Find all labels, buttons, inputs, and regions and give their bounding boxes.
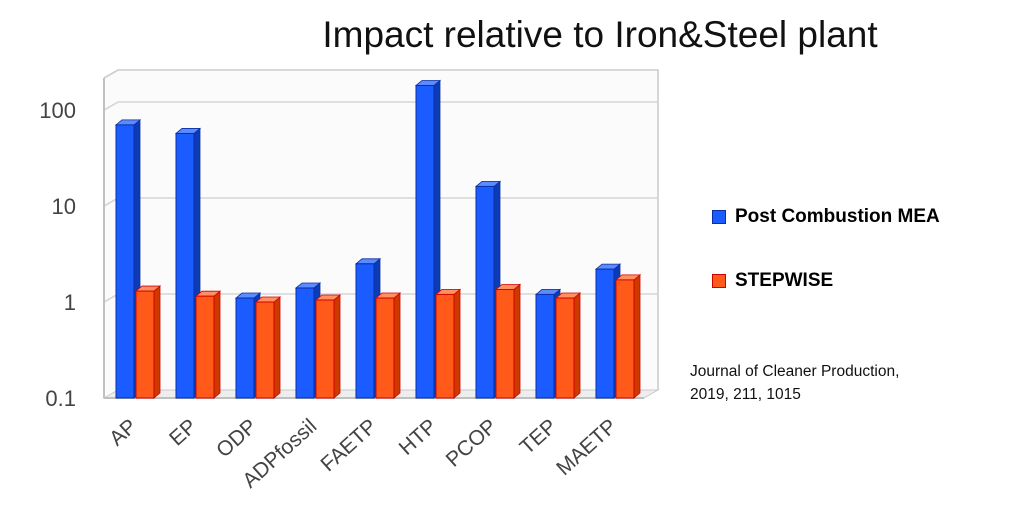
bar-stepwise bbox=[615, 279, 635, 399]
x-tick-label: AP bbox=[105, 415, 141, 451]
bar-mea bbox=[475, 185, 495, 399]
y-tick-label: 10 bbox=[52, 194, 76, 219]
bar-stepwise bbox=[495, 288, 515, 399]
bar-mea bbox=[115, 124, 135, 399]
bar-side-stepwise bbox=[273, 296, 281, 399]
bar-stepwise bbox=[195, 295, 215, 399]
x-tick-label: PCOP bbox=[442, 415, 502, 472]
citation-line-1: Journal of Cleaner Production, bbox=[690, 363, 900, 380]
bar-mea bbox=[235, 297, 255, 399]
bar-mea bbox=[175, 132, 195, 399]
x-tick-label: HTP bbox=[395, 415, 442, 460]
bar-mea bbox=[295, 287, 315, 399]
bar-side-stepwise bbox=[333, 294, 341, 399]
bar-mea bbox=[415, 84, 435, 399]
bar-mea bbox=[535, 293, 555, 399]
legend-item-stepwise: STEPWISE bbox=[712, 270, 833, 292]
y-tick-label: 100 bbox=[39, 98, 76, 123]
bar-side-stepwise bbox=[393, 292, 401, 399]
bar-side-stepwise bbox=[453, 288, 461, 399]
bar-stepwise bbox=[555, 297, 575, 399]
y-tick-label: 0.1 bbox=[45, 386, 76, 411]
x-tick-label: MAETP bbox=[552, 415, 621, 480]
bar-side-stepwise bbox=[513, 283, 521, 399]
bar-stepwise bbox=[135, 290, 155, 399]
bar-stepwise bbox=[315, 299, 335, 399]
bar-side-stepwise bbox=[213, 290, 221, 399]
legend-item-post-combustion-mea: Post Combustion MEA bbox=[712, 206, 940, 228]
gridline bbox=[103, 101, 658, 111]
citation-line-2: 2019, 211, 1015 bbox=[690, 386, 801, 403]
legend-label-post-combustion-mea: Post Combustion MEA bbox=[735, 206, 940, 227]
bar-stepwise bbox=[435, 293, 455, 399]
bar-stepwise bbox=[375, 297, 395, 399]
x-tick-label: ODP bbox=[212, 415, 261, 463]
y-tick-label: 1 bbox=[64, 290, 76, 315]
bar-stepwise bbox=[255, 301, 275, 399]
bar-mea bbox=[355, 263, 375, 399]
chart-title: Impact relative to Iron&Steel plant bbox=[322, 14, 878, 55]
bar-side-stepwise bbox=[633, 274, 641, 399]
legend-label-stepwise: STEPWISE bbox=[735, 270, 834, 291]
x-tick-label: TEP bbox=[516, 415, 562, 459]
plot-frame bbox=[103, 69, 659, 390]
x-tick-label: EP bbox=[165, 415, 201, 451]
bar-mea bbox=[595, 268, 615, 399]
bar-side-stepwise bbox=[573, 292, 581, 399]
citation: Journal of Cleaner Production, 2019, 211… bbox=[690, 360, 899, 406]
legend-swatch-orange bbox=[712, 274, 726, 288]
x-tick-label: FAETP bbox=[317, 415, 382, 477]
legend-swatch-blue bbox=[712, 210, 726, 224]
bar-side-stepwise bbox=[153, 285, 161, 399]
